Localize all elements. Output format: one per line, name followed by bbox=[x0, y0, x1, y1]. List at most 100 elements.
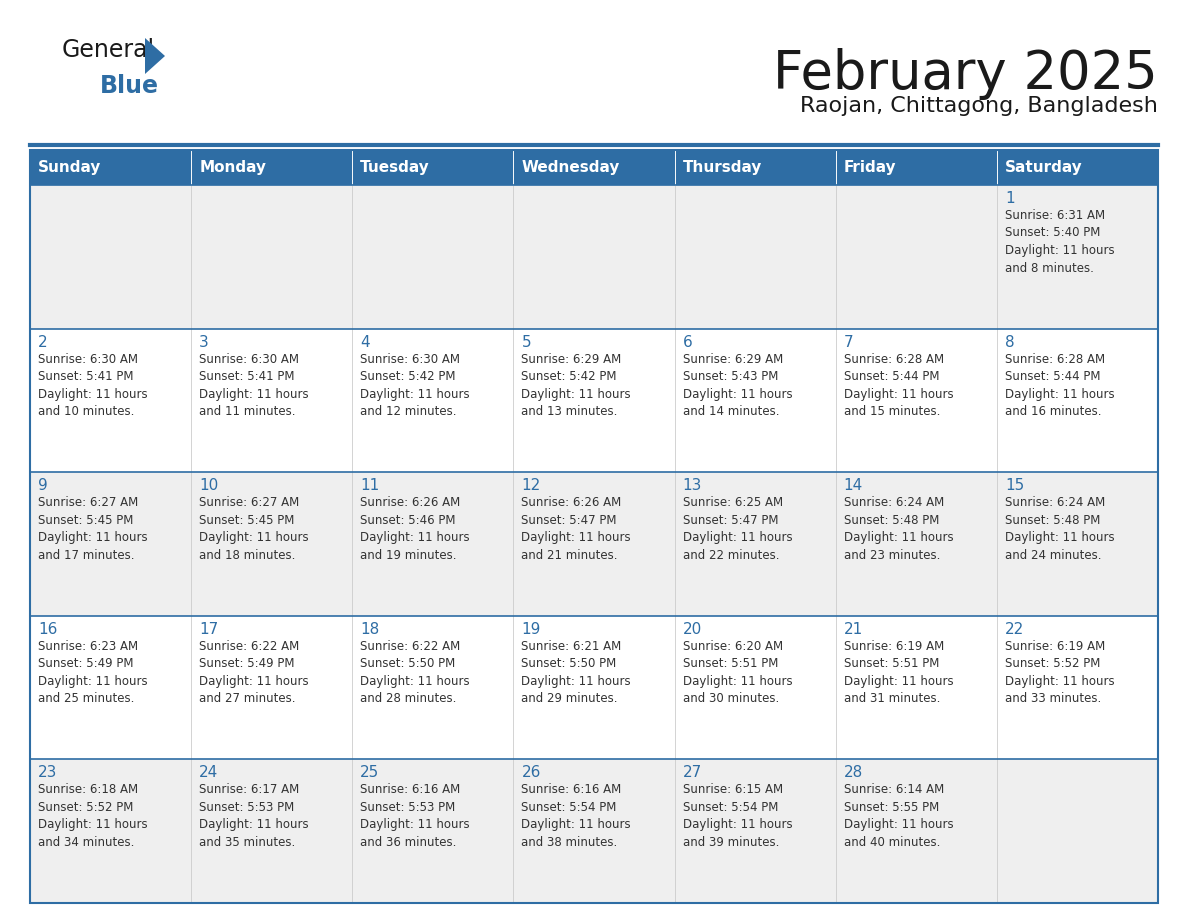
Text: February 2025: February 2025 bbox=[773, 48, 1158, 100]
Text: Friday: Friday bbox=[843, 160, 896, 175]
Bar bbox=[835, 616, 997, 759]
Text: Wednesday: Wednesday bbox=[522, 160, 620, 175]
Text: Sunrise: 6:30 AM
Sunset: 5:42 PM
Daylight: 11 hours
and 12 minutes.: Sunrise: 6:30 AM Sunset: 5:42 PM Dayligh… bbox=[360, 353, 470, 418]
Text: Sunrise: 6:16 AM
Sunset: 5:53 PM
Daylight: 11 hours
and 36 minutes.: Sunrise: 6:16 AM Sunset: 5:53 PM Dayligh… bbox=[360, 783, 470, 849]
Text: Sunrise: 6:14 AM
Sunset: 5:55 PM
Daylight: 11 hours
and 40 minutes.: Sunrise: 6:14 AM Sunset: 5:55 PM Dayligh… bbox=[843, 783, 953, 849]
Bar bbox=[191, 329, 353, 472]
Bar bbox=[191, 472, 353, 616]
Text: 23: 23 bbox=[38, 766, 57, 780]
Bar bbox=[353, 185, 513, 329]
Bar bbox=[675, 759, 835, 903]
Text: Sunrise: 6:29 AM
Sunset: 5:43 PM
Daylight: 11 hours
and 14 minutes.: Sunrise: 6:29 AM Sunset: 5:43 PM Dayligh… bbox=[683, 353, 792, 418]
Bar bbox=[30, 472, 191, 616]
Text: 17: 17 bbox=[200, 621, 219, 637]
Bar bbox=[191, 616, 353, 759]
Bar bbox=[675, 150, 835, 185]
Bar bbox=[513, 616, 675, 759]
Bar bbox=[675, 472, 835, 616]
Text: 16: 16 bbox=[38, 621, 57, 637]
Text: 28: 28 bbox=[843, 766, 862, 780]
Text: 1: 1 bbox=[1005, 191, 1015, 206]
Polygon shape bbox=[145, 38, 165, 74]
Text: 7: 7 bbox=[843, 334, 853, 350]
Text: Sunrise: 6:30 AM
Sunset: 5:41 PM
Daylight: 11 hours
and 11 minutes.: Sunrise: 6:30 AM Sunset: 5:41 PM Dayligh… bbox=[200, 353, 309, 418]
Text: Raojan, Chittagong, Bangladesh: Raojan, Chittagong, Bangladesh bbox=[801, 96, 1158, 116]
Text: 10: 10 bbox=[200, 478, 219, 493]
Bar bbox=[30, 759, 191, 903]
Text: Sunrise: 6:18 AM
Sunset: 5:52 PM
Daylight: 11 hours
and 34 minutes.: Sunrise: 6:18 AM Sunset: 5:52 PM Dayligh… bbox=[38, 783, 147, 849]
Text: Saturday: Saturday bbox=[1005, 160, 1082, 175]
Bar bbox=[997, 329, 1158, 472]
Text: Tuesday: Tuesday bbox=[360, 160, 430, 175]
Text: Sunrise: 6:15 AM
Sunset: 5:54 PM
Daylight: 11 hours
and 39 minutes.: Sunrise: 6:15 AM Sunset: 5:54 PM Dayligh… bbox=[683, 783, 792, 849]
Text: 15: 15 bbox=[1005, 478, 1024, 493]
Text: Sunrise: 6:23 AM
Sunset: 5:49 PM
Daylight: 11 hours
and 25 minutes.: Sunrise: 6:23 AM Sunset: 5:49 PM Dayligh… bbox=[38, 640, 147, 705]
Text: Sunday: Sunday bbox=[38, 160, 101, 175]
Text: Thursday: Thursday bbox=[683, 160, 762, 175]
Bar bbox=[835, 150, 997, 185]
Bar bbox=[835, 329, 997, 472]
Bar bbox=[513, 472, 675, 616]
Bar bbox=[30, 150, 191, 185]
Text: Sunrise: 6:28 AM
Sunset: 5:44 PM
Daylight: 11 hours
and 16 minutes.: Sunrise: 6:28 AM Sunset: 5:44 PM Dayligh… bbox=[1005, 353, 1114, 418]
Text: 21: 21 bbox=[843, 621, 862, 637]
Text: Sunrise: 6:31 AM
Sunset: 5:40 PM
Daylight: 11 hours
and 8 minutes.: Sunrise: 6:31 AM Sunset: 5:40 PM Dayligh… bbox=[1005, 209, 1114, 274]
Text: Sunrise: 6:22 AM
Sunset: 5:50 PM
Daylight: 11 hours
and 28 minutes.: Sunrise: 6:22 AM Sunset: 5:50 PM Dayligh… bbox=[360, 640, 470, 705]
Text: Sunrise: 6:21 AM
Sunset: 5:50 PM
Daylight: 11 hours
and 29 minutes.: Sunrise: 6:21 AM Sunset: 5:50 PM Dayligh… bbox=[522, 640, 631, 705]
Text: 11: 11 bbox=[360, 478, 379, 493]
Bar bbox=[191, 150, 353, 185]
Text: Sunrise: 6:24 AM
Sunset: 5:48 PM
Daylight: 11 hours
and 24 minutes.: Sunrise: 6:24 AM Sunset: 5:48 PM Dayligh… bbox=[1005, 497, 1114, 562]
Text: 13: 13 bbox=[683, 478, 702, 493]
Text: 14: 14 bbox=[843, 478, 862, 493]
Text: 20: 20 bbox=[683, 621, 702, 637]
Bar bbox=[191, 759, 353, 903]
Text: Sunrise: 6:20 AM
Sunset: 5:51 PM
Daylight: 11 hours
and 30 minutes.: Sunrise: 6:20 AM Sunset: 5:51 PM Dayligh… bbox=[683, 640, 792, 705]
Text: Sunrise: 6:27 AM
Sunset: 5:45 PM
Daylight: 11 hours
and 17 minutes.: Sunrise: 6:27 AM Sunset: 5:45 PM Dayligh… bbox=[38, 497, 147, 562]
Bar bbox=[513, 759, 675, 903]
Text: 19: 19 bbox=[522, 621, 541, 637]
Text: 3: 3 bbox=[200, 334, 209, 350]
Bar bbox=[513, 150, 675, 185]
Text: 2: 2 bbox=[38, 334, 48, 350]
Bar bbox=[675, 329, 835, 472]
Text: General: General bbox=[62, 38, 156, 62]
Text: 5: 5 bbox=[522, 334, 531, 350]
Bar bbox=[513, 329, 675, 472]
Text: Sunrise: 6:17 AM
Sunset: 5:53 PM
Daylight: 11 hours
and 35 minutes.: Sunrise: 6:17 AM Sunset: 5:53 PM Dayligh… bbox=[200, 783, 309, 849]
Text: 26: 26 bbox=[522, 766, 541, 780]
Bar bbox=[353, 472, 513, 616]
Bar bbox=[30, 329, 191, 472]
Bar bbox=[675, 616, 835, 759]
Bar bbox=[835, 759, 997, 903]
Text: 4: 4 bbox=[360, 334, 369, 350]
Text: Sunrise: 6:19 AM
Sunset: 5:51 PM
Daylight: 11 hours
and 31 minutes.: Sunrise: 6:19 AM Sunset: 5:51 PM Dayligh… bbox=[843, 640, 953, 705]
Text: 18: 18 bbox=[360, 621, 379, 637]
Text: Blue: Blue bbox=[100, 74, 159, 98]
Text: Sunrise: 6:19 AM
Sunset: 5:52 PM
Daylight: 11 hours
and 33 minutes.: Sunrise: 6:19 AM Sunset: 5:52 PM Dayligh… bbox=[1005, 640, 1114, 705]
Text: Sunrise: 6:16 AM
Sunset: 5:54 PM
Daylight: 11 hours
and 38 minutes.: Sunrise: 6:16 AM Sunset: 5:54 PM Dayligh… bbox=[522, 783, 631, 849]
Bar bbox=[835, 472, 997, 616]
Text: 25: 25 bbox=[360, 766, 379, 780]
Text: 24: 24 bbox=[200, 766, 219, 780]
Text: Sunrise: 6:27 AM
Sunset: 5:45 PM
Daylight: 11 hours
and 18 minutes.: Sunrise: 6:27 AM Sunset: 5:45 PM Dayligh… bbox=[200, 497, 309, 562]
Bar bbox=[30, 185, 191, 329]
Bar bbox=[30, 150, 1158, 903]
Bar bbox=[675, 185, 835, 329]
Text: 27: 27 bbox=[683, 766, 702, 780]
Text: 22: 22 bbox=[1005, 621, 1024, 637]
Text: 6: 6 bbox=[683, 334, 693, 350]
Text: 8: 8 bbox=[1005, 334, 1015, 350]
Text: Sunrise: 6:26 AM
Sunset: 5:46 PM
Daylight: 11 hours
and 19 minutes.: Sunrise: 6:26 AM Sunset: 5:46 PM Dayligh… bbox=[360, 497, 470, 562]
Bar bbox=[997, 185, 1158, 329]
Bar bbox=[997, 472, 1158, 616]
Text: 12: 12 bbox=[522, 478, 541, 493]
Bar bbox=[353, 329, 513, 472]
Text: Monday: Monday bbox=[200, 160, 266, 175]
Bar bbox=[191, 185, 353, 329]
Text: Sunrise: 6:29 AM
Sunset: 5:42 PM
Daylight: 11 hours
and 13 minutes.: Sunrise: 6:29 AM Sunset: 5:42 PM Dayligh… bbox=[522, 353, 631, 418]
Bar bbox=[997, 150, 1158, 185]
Bar bbox=[30, 616, 191, 759]
Bar bbox=[997, 759, 1158, 903]
Bar bbox=[353, 616, 513, 759]
Text: Sunrise: 6:30 AM
Sunset: 5:41 PM
Daylight: 11 hours
and 10 minutes.: Sunrise: 6:30 AM Sunset: 5:41 PM Dayligh… bbox=[38, 353, 147, 418]
